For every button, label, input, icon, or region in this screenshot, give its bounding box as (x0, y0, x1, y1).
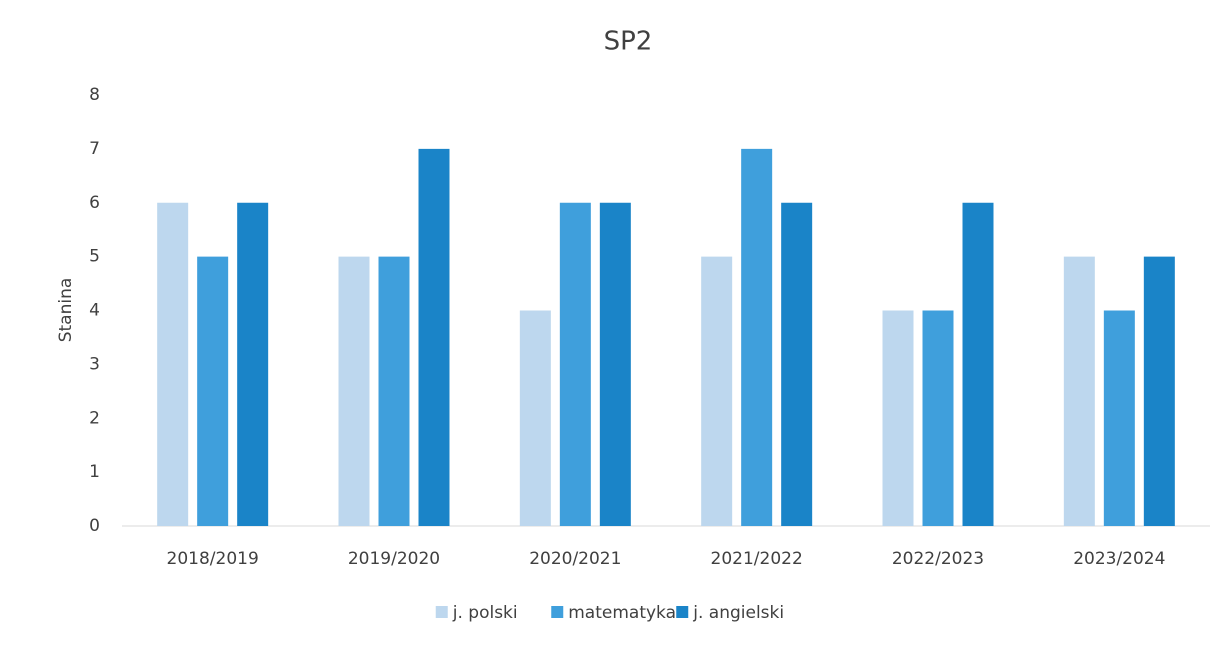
x-tick-label: 2018/2019 (167, 549, 259, 569)
bar (157, 202, 189, 526)
bar (781, 202, 813, 526)
y-tick-label: 1 (89, 462, 100, 482)
bar (559, 202, 591, 526)
bar (1103, 310, 1135, 526)
legend-label: j. angielski (692, 603, 784, 623)
bar (418, 148, 450, 526)
bar (197, 256, 229, 526)
x-tick-label: 2022/2023 (892, 549, 984, 569)
legend-swatch (551, 606, 564, 618)
bar (519, 310, 551, 526)
legend-label: j. polski (452, 603, 518, 623)
bar (338, 256, 370, 526)
bar (599, 202, 631, 526)
y-tick-label: 8 (89, 85, 100, 105)
y-axis-label: Stanina (56, 278, 76, 343)
x-tick-label: 2020/2021 (529, 549, 621, 569)
bar (882, 310, 914, 526)
legend-swatch (435, 606, 448, 618)
bar (1063, 256, 1095, 526)
legend-label: matematyka (568, 603, 676, 623)
x-tick-label: 2021/2022 (711, 549, 803, 569)
bar (378, 256, 410, 526)
y-tick-label: 7 (89, 139, 100, 159)
bar (701, 256, 733, 526)
legend-swatch (676, 606, 689, 618)
x-tick-label: 2023/2024 (1073, 549, 1165, 569)
y-tick-label: 6 (89, 193, 100, 213)
bar (237, 202, 269, 526)
bar (1143, 256, 1175, 526)
bar (962, 202, 994, 526)
y-tick-label: 0 (89, 516, 100, 536)
x-tick-label: 2019/2020 (348, 549, 440, 569)
y-tick-label: 5 (89, 247, 100, 267)
chart-title: SP2 (604, 27, 653, 57)
y-tick-label: 2 (89, 408, 100, 428)
y-tick-label: 4 (89, 301, 100, 321)
bar (922, 310, 954, 526)
bar (741, 148, 773, 526)
y-tick-label: 3 (89, 354, 100, 374)
